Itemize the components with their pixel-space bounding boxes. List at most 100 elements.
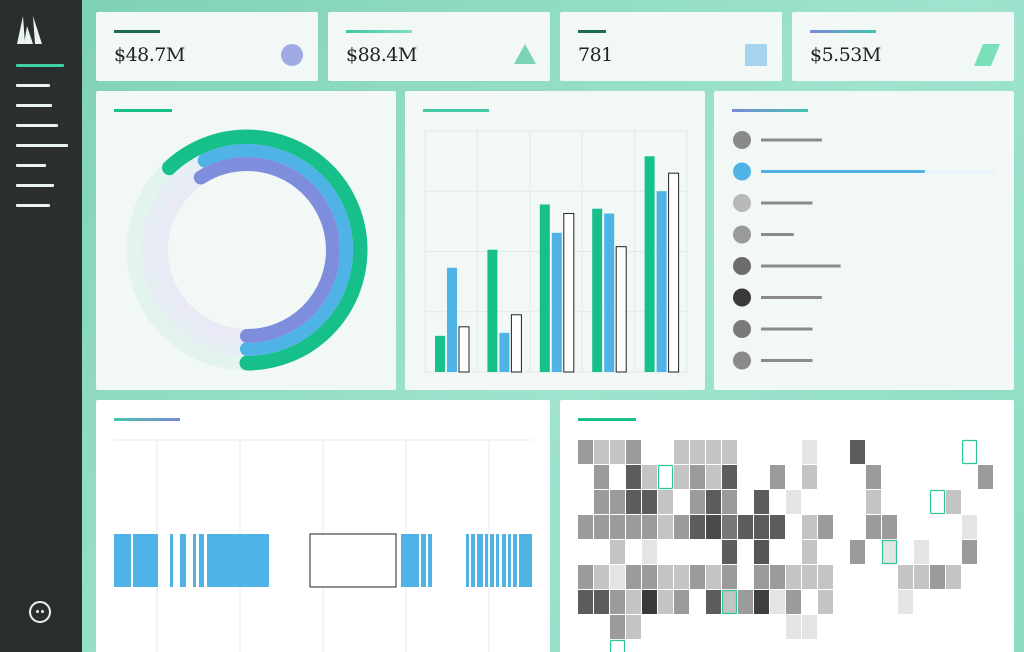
timeline-selection [309, 533, 397, 588]
heatmap-cell [786, 565, 801, 589]
heatmap-cell [786, 615, 801, 639]
bar [447, 267, 457, 372]
list-item-dot [733, 257, 751, 275]
logo-icon [17, 16, 42, 44]
kpi-card[interactable]: $88.4M [328, 12, 550, 81]
bar [604, 213, 615, 372]
heatmap-cell [722, 515, 737, 539]
heatmap-cell [642, 465, 657, 489]
heatmap-cell [946, 565, 961, 589]
parallelogram-icon [974, 44, 1000, 66]
heatmap-cell [594, 590, 609, 614]
heatmap-grid [578, 439, 993, 652]
heatmap-cell [722, 440, 737, 464]
triangle-icon [514, 44, 536, 64]
heatmap-cell [658, 565, 673, 589]
list-item-bar [761, 264, 841, 268]
heatmap-cell [706, 590, 721, 614]
heatmap-highlight [657, 464, 674, 490]
green-ring [126, 129, 368, 371]
heatmap-cell [594, 490, 609, 514]
heatmap-cell [658, 490, 673, 514]
heatmap-cell [578, 440, 593, 464]
bar-chart-card [405, 91, 705, 390]
heatmap-cell [610, 565, 625, 589]
kpi-card[interactable]: $5.53M [792, 12, 1014, 81]
kpi-card[interactable]: 781 [560, 12, 782, 81]
sidebar [0, 0, 82, 652]
heatmap-cell [818, 590, 833, 614]
bar [563, 213, 575, 373]
nav-item[interactable] [16, 204, 50, 207]
nav-item[interactable] [16, 124, 58, 127]
legend-list-card [714, 91, 1014, 390]
heatmap-cell [674, 515, 689, 539]
purple-ring [154, 157, 340, 343]
bar [539, 204, 550, 372]
card-title-accent [578, 418, 636, 421]
heatmap-cell [578, 590, 593, 614]
kpi-accent-bar [578, 30, 606, 33]
heatmap-cell [706, 565, 721, 589]
heatmap-cell [706, 490, 721, 514]
heatmap-cell [658, 515, 673, 539]
heatmap-cell [690, 515, 705, 539]
heatmap-cell [674, 590, 689, 614]
nav-item[interactable] [16, 164, 46, 167]
heatmap-cell [642, 490, 657, 514]
heatmap-cell [706, 465, 721, 489]
timeline-card [96, 400, 550, 652]
user-menu-icon[interactable] [29, 601, 51, 623]
heatmap-cell [914, 540, 929, 564]
heatmap-cell [642, 540, 657, 564]
heatmap-cell [802, 565, 817, 589]
heatmap-cell [610, 440, 625, 464]
list-item-dot [733, 194, 751, 212]
square-icon [745, 44, 767, 66]
heatmap-cell [706, 440, 721, 464]
list-item-dot [733, 320, 751, 338]
heatmap-cell [626, 490, 641, 514]
heatmap-cell [594, 465, 609, 489]
kpi-accent-bar [346, 30, 412, 33]
list-item-dot [733, 351, 751, 370]
heatmap-cell [754, 565, 769, 589]
nav-item[interactable] [16, 84, 50, 87]
heatmap-cell [658, 590, 673, 614]
kpi-accent-bar [810, 30, 876, 33]
heatmap-cell [642, 590, 657, 614]
heatmap-cell [946, 490, 961, 514]
nav-item[interactable] [16, 144, 68, 147]
kpi-value: $88.4M [346, 44, 417, 66]
circle-icon [281, 44, 303, 66]
bar [435, 335, 445, 372]
timeline-chart [114, 439, 532, 652]
donut-chart-card [96, 91, 396, 390]
kpi-card[interactable]: $48.7M [96, 12, 318, 81]
bar [644, 156, 655, 372]
heatmap-cell [722, 565, 737, 589]
nav-item[interactable] [16, 104, 52, 107]
heatmap-cell [978, 465, 993, 489]
legend-list [733, 131, 995, 370]
heatmap-cell [626, 565, 641, 589]
heatmap-cell [786, 590, 801, 614]
heatmap-cell [802, 615, 817, 639]
heatmap-cell [962, 540, 977, 564]
heatmap-cell [578, 565, 593, 589]
card-title-accent [114, 418, 180, 421]
bar [592, 208, 603, 372]
list-item-dot [733, 162, 751, 181]
heatmap-cell [754, 490, 769, 514]
list-item-bar [761, 296, 822, 299]
nav-item[interactable] [16, 184, 54, 187]
list-item-bar [761, 359, 813, 362]
heatmap-cell [610, 615, 625, 639]
heatmap-cell [610, 540, 625, 564]
nav-item-active[interactable] [16, 64, 64, 67]
heatmap-cell [690, 490, 705, 514]
heatmap-cell [610, 515, 625, 539]
heatmap-cell [674, 565, 689, 589]
bar [615, 246, 627, 373]
heatmap-cell [866, 490, 881, 514]
